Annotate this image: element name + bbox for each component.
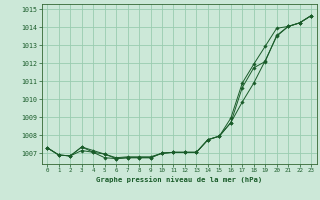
X-axis label: Graphe pression niveau de la mer (hPa): Graphe pression niveau de la mer (hPa) (96, 176, 262, 183)
